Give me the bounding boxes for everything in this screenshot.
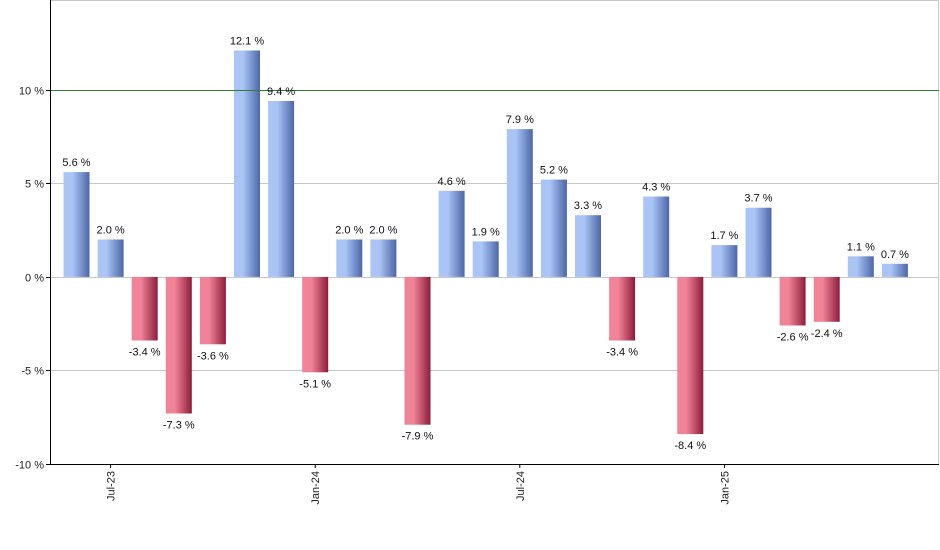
bar-Jun-25 (881, 263, 908, 277)
bar-Nov-23 (234, 50, 260, 277)
x-tick-label: Jul-23 (106, 471, 118, 501)
data-label-Dec-23: 9.4 % (267, 86, 295, 98)
bar-Jul-23 (97, 239, 124, 277)
data-label-Mar-24: 2.0 % (369, 225, 397, 237)
data-label-Nov-24: 4.3 % (642, 182, 670, 194)
y-tick-label: 10 % (19, 86, 44, 98)
bar-Apr-24 (404, 276, 431, 425)
bar-Feb-24 (336, 239, 363, 277)
data-label-Feb-25: 3.7 % (744, 193, 772, 205)
axes (46, 0, 939, 468)
bar-Oct-24 (609, 276, 636, 341)
bar-Dec-23 (268, 101, 295, 277)
bar-Jul-24 (506, 129, 533, 277)
data-label-Jul-24: 7.9 % (506, 114, 534, 126)
data-labels: 5.6 % 2.0 % -3.4 % -7.3 % -3.6 % 12.1 % 9.4 % -… (62, 36, 909, 453)
bar-May-24 (438, 190, 465, 277)
bar-Mar-25 (779, 276, 806, 326)
bar-May-25 (847, 256, 874, 277)
data-label-Jan-25: 1.7 % (710, 230, 738, 242)
data-label-Oct-23: -3.6 % (197, 350, 229, 362)
data-label-Nov-23: 12.1 % (230, 36, 264, 48)
data-label-Jun-23: 5.6 % (62, 157, 90, 169)
y-tick-label: -10 % (15, 460, 44, 472)
bar-Jun-24 (472, 241, 499, 277)
data-label-Apr-24: -7.9 % (402, 431, 434, 443)
bar-Jun-23 (63, 172, 90, 277)
bar-Nov-24 (643, 196, 670, 277)
y-tick-label: -5 % (21, 366, 44, 378)
data-label-Aug-24: 5.2 % (540, 165, 568, 177)
bar-Sep-24 (575, 215, 601, 277)
data-label-Feb-24: 2.0 % (335, 225, 363, 237)
bar-Aug-23 (131, 276, 158, 341)
data-label-Jun-25: 0.7 % (881, 249, 909, 261)
bars (63, 50, 908, 435)
data-label-Jun-24: 1.9 % (472, 226, 500, 238)
y-tick-label: 0 % (25, 273, 44, 285)
bar-Apr-25 (813, 276, 840, 322)
data-label-Dec-24: -8.4 % (674, 440, 706, 452)
bar-Mar-24 (370, 239, 397, 277)
data-label-Jul-23: 2.0 % (97, 225, 125, 237)
data-label-Sep-24: 3.3 % (574, 200, 602, 212)
x-tick-label: Jan-25 (719, 471, 731, 505)
bar-Sep-23 (165, 276, 192, 414)
x-tick-label: Jan-24 (310, 471, 322, 505)
data-label-Jan-24: -5.1 % (299, 378, 331, 390)
bar-Jan-25 (711, 245, 738, 277)
data-label-Oct-24: -3.4 % (606, 347, 638, 359)
bar-Feb-25 (745, 207, 772, 277)
y-tick-labels: 10 % 5 % 0 % -5 % -10 % (15, 86, 44, 472)
bar-Aug-24 (540, 179, 567, 277)
data-label-Apr-25: -2.4 % (811, 328, 843, 340)
data-label-Aug-23: -3.4 % (129, 347, 161, 359)
y-tick-label: 5 % (25, 179, 44, 191)
x-tick-labels: Jul-23 Jan-24 Jul-24 Jan-25 (106, 471, 732, 505)
bar-Jan-24 (302, 276, 329, 373)
bar-Oct-23 (199, 276, 226, 345)
data-label-Sep-23: -7.3 % (163, 420, 195, 432)
data-label-Mar-25: -2.6 % (777, 332, 809, 344)
data-label-May-24: 4.6 % (438, 176, 466, 188)
bar-Dec-24 (677, 276, 704, 435)
x-tick-label: Jul-24 (515, 471, 527, 501)
data-label-May-25: 1.1 % (847, 241, 875, 253)
